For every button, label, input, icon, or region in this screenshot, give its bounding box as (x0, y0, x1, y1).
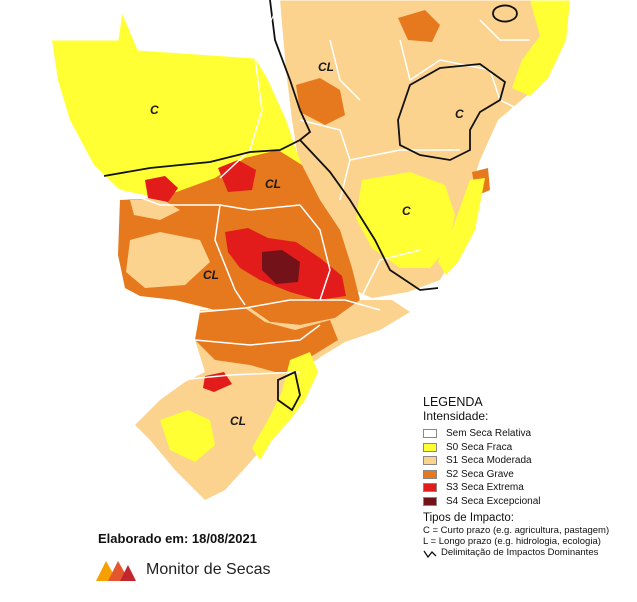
legend-item: S2 Seca Grave (423, 467, 633, 481)
region-label-north-c: C (150, 103, 159, 117)
legend-item: S0 Seca Fraca (423, 440, 633, 454)
brand: Monitor de Secas (94, 557, 271, 583)
legend-impact-long: L = Longo prazo (e.g. hidrologia, ecolog… (423, 536, 601, 548)
legend-title: LEGENDA (423, 395, 483, 409)
region-s3-patch (145, 176, 178, 202)
legend-swatch (423, 442, 437, 452)
region-s3-patch (218, 160, 256, 192)
region-label-northeast-c: C (455, 107, 464, 121)
region-label-south-cl: CL (230, 414, 246, 428)
legend-impact-short: C = Curto prazo (e.g. agricultura, pasta… (423, 524, 610, 536)
legend-item-label: Sem Seca Relativa (446, 428, 532, 440)
boundary-line-icon (423, 550, 437, 558)
legend-subtitle: Intensidade: (423, 408, 489, 423)
legend-impact-title: Tipos de Impacto: (423, 511, 514, 524)
legend: LEGENDA Intensidade: Sem Seca Relativa S… (423, 395, 633, 559)
legend-item-label: S1 Seca Moderada (446, 455, 532, 467)
region-centerwest-s1-patch (130, 198, 180, 220)
legend-item-label: S4 Seca Excepcional (446, 495, 541, 507)
legend-boundary: Delimitação de Impactos Dominantes (423, 547, 633, 559)
region-centerwest-s1-patch (126, 232, 210, 288)
legend-item: S1 Seca Moderada (423, 454, 633, 468)
region-northeast-s2-patch (296, 78, 345, 125)
region-south-s0 (160, 410, 215, 462)
legend-item: S4 Seca Excepcional (423, 494, 633, 508)
elaborado-date: Elaborado em: 18/08/2021 (98, 531, 257, 546)
monitor-de-secas-logo-icon (96, 561, 136, 581)
region-label-west-cl: CL (203, 268, 219, 282)
region-northeast-s1 (280, 0, 570, 298)
region-northeast-s0-coast (512, 0, 570, 96)
region-northeast-s2-patch (398, 10, 440, 42)
region-label-centerwest-cl: CL (265, 177, 281, 191)
legend-item-label: S0 Seca Fraca (446, 441, 513, 453)
legend-swatch (423, 496, 437, 506)
legend-swatch (423, 483, 437, 493)
legend-item: S3 Seca Extrema (423, 481, 633, 495)
region-s4-core (262, 250, 300, 284)
impact-boundaries (103, 0, 518, 412)
legend-swatch (423, 456, 437, 466)
legend-item-label: S3 Seca Extrema (446, 482, 524, 494)
legend-item: Sem Seca Relativa (423, 427, 633, 441)
legend-swatch (423, 429, 437, 439)
legend-swatch (423, 469, 437, 479)
legend-item-label: S2 Seca Grave (446, 468, 514, 480)
brand-name: Monitor de Secas (146, 561, 271, 578)
region-label-bahia-c: C (402, 204, 411, 218)
region-bahia-s0 (356, 172, 455, 268)
region-label-northeast-cl: CL (318, 60, 334, 74)
legend-boundary-label: Delimitação de Impactos Dominantes (441, 547, 599, 559)
region-northeast-s0-strip (438, 178, 485, 275)
country-outline (52, 0, 570, 59)
